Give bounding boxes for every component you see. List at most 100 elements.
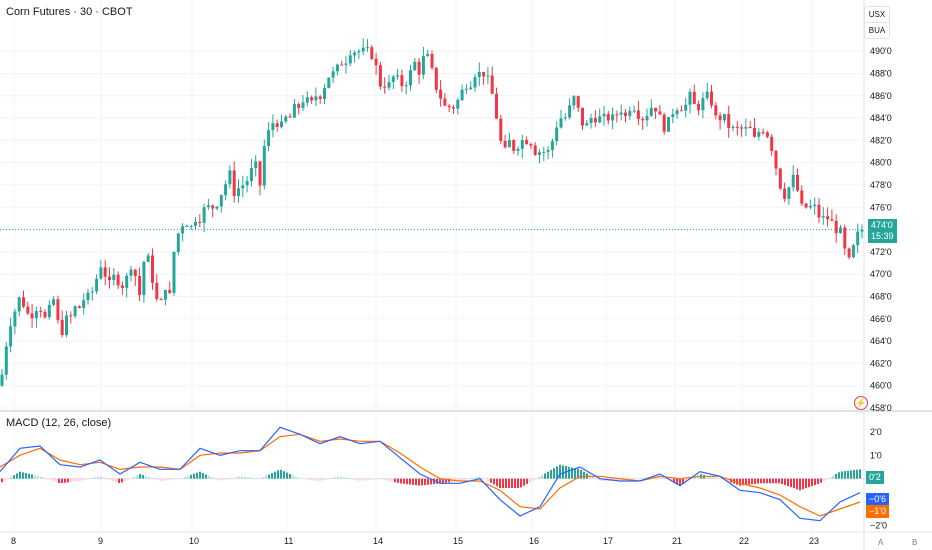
candles-layer [0,38,864,387]
candle-body [851,245,855,258]
candle-body [82,300,86,309]
macd-hist-bar [823,478,825,481]
candle-body [727,114,731,128]
candle-body [654,107,658,112]
macd-hist-bar [529,478,531,483]
macd-hist-bar [667,478,669,481]
macd-hist-bar [577,468,579,479]
macd-hist-bar [148,477,150,479]
macd-hist-bar [430,478,432,485]
macd-hist-bar [25,473,27,479]
macd-hist-bar [592,476,594,479]
macd-hist-bar [241,476,243,479]
candle-body [189,225,193,227]
macd-hist-bar [334,477,336,479]
macd-tick-label: 1'0 [870,450,882,460]
axis-button-a[interactable]: A [878,538,884,547]
candle-body [830,219,834,221]
macd-hist-bar [787,478,789,487]
candle-body [495,93,498,119]
macd-hist-bar [130,478,132,479]
candle-body [335,64,339,72]
macd-hist-bar [409,478,411,485]
macd-hist-bar [583,471,585,479]
candle-body [520,140,524,149]
candle-body [219,194,223,207]
macd-hist-bar [349,478,351,480]
candle-body [271,123,275,131]
macd-hist-bar [463,478,465,481]
candle-body [757,132,761,137]
macd-hist-bar [493,478,495,485]
candle-body [705,91,709,99]
currency-top[interactable]: USX [868,10,886,19]
macd-hist-bar [475,477,477,479]
countdown-label: 15:39 [871,231,894,241]
candle-body [17,297,21,312]
candle-body [245,181,249,186]
time-tick-label: 22 [739,536,749,546]
macd-hist-bar [553,468,555,479]
macd-hist-bar [298,478,300,479]
macd-hist-bar [634,478,636,480]
macd-hist-bar [193,473,195,479]
macd-hist-bar [13,475,15,479]
macd-hist-bar [532,478,534,481]
last-price-tag: 474'0 15:39 [868,219,897,243]
macd-hist-bar [526,478,528,484]
macd-hist-bar [859,469,861,479]
macd-hist-bar [442,478,444,483]
macd-hist-bar [295,476,297,479]
macd-hist-bar [373,478,375,480]
candle-body [314,96,318,101]
candle-body [447,105,451,108]
axis-button-b[interactable]: B [912,538,918,547]
candle-body [800,190,804,204]
currency-selector[interactable]: USX BUA [864,6,890,39]
macd-hist-bar [46,478,48,480]
macd-hist-bar [706,475,708,479]
candle-body [146,255,150,262]
macd-hist-bar [679,478,681,486]
candle-body [452,107,455,109]
macd-hist-bar [364,478,366,481]
macd-hist-bar [796,478,798,490]
lightning-icon[interactable]: ⚡ [854,396,868,410]
macd-hist-bar [235,477,237,479]
candle-body [400,75,404,87]
macd-hist-bar [739,478,741,486]
macd-hist-bar [487,478,489,481]
macd-hist-bar [622,478,624,481]
macd-hist-bar [82,478,84,481]
macd-hist-bar [367,478,369,481]
candle-body [576,96,580,108]
candle-body [241,185,245,189]
macd-hist-bar [478,476,480,479]
macd-hist-bar [694,476,696,479]
macd-hist-bar [121,478,123,483]
candle-body [667,116,670,132]
candle-body [430,53,434,68]
macd-hist-bar [70,478,72,483]
candle-body [593,118,597,123]
candle-body [456,100,460,109]
macd-hist-bar [85,478,87,480]
signal-value-tag: −1'0 [866,505,889,518]
macd-hist-bar [745,478,747,485]
macd-hist-bar [91,478,93,479]
candle-body [172,251,176,293]
macd-hist-bar [280,469,282,479]
candle-body [714,105,718,116]
symbol-title: Corn Futures · 30 · CBOT [6,6,133,18]
macd-hist-bar [736,478,738,485]
candle-body [628,110,632,117]
macd-hist-bar [100,476,102,479]
currency-bottom[interactable]: BUA [865,22,889,38]
macd-tick-label: −2'0 [870,520,887,530]
candle-body [374,58,378,66]
price-tick-label: 468'0 [870,291,892,301]
macd-hist-bar [103,477,105,479]
candle-body [409,70,412,86]
candle-body [99,267,103,279]
